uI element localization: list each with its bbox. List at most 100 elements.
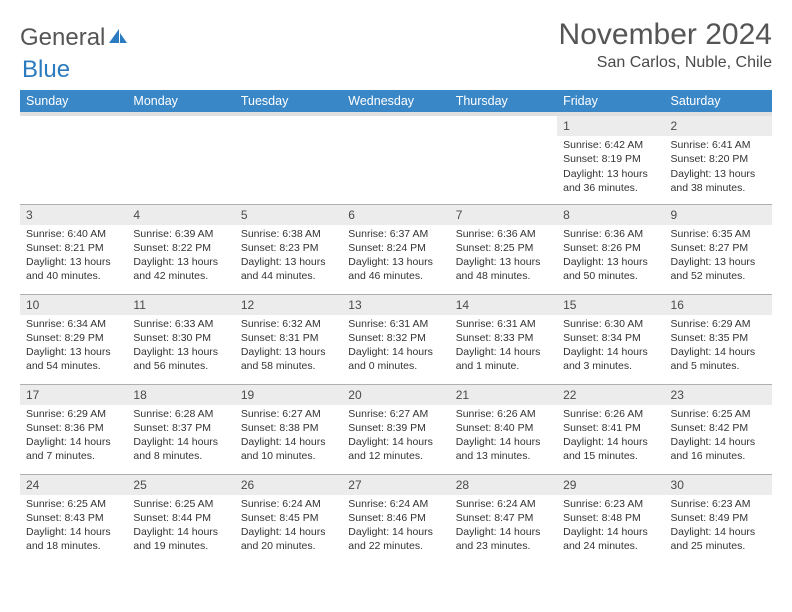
day-number: 8	[557, 205, 664, 225]
daylight-text: Daylight: 14 hours and 5 minutes.	[671, 345, 766, 373]
daylight-text: Daylight: 13 hours and 46 minutes.	[348, 255, 443, 283]
weekday-header-row: SundayMondayTuesdayWednesdayThursdayFrid…	[20, 90, 772, 114]
sunrise-text: Sunrise: 6:37 AM	[348, 227, 443, 241]
calendar-day-cell: 20Sunrise: 6:27 AMSunset: 8:39 PMDayligh…	[342, 384, 449, 474]
day-number: 12	[235, 295, 342, 315]
daylight-text: Daylight: 13 hours and 54 minutes.	[26, 345, 121, 373]
location-text: San Carlos, Nuble, Chile	[559, 54, 772, 72]
calendar-day-cell	[450, 114, 557, 204]
sunrise-text: Sunrise: 6:27 AM	[241, 407, 336, 421]
day-number: 21	[450, 385, 557, 405]
sunrise-text: Sunrise: 6:36 AM	[456, 227, 551, 241]
day-details: Sunrise: 6:27 AMSunset: 8:38 PMDaylight:…	[235, 405, 342, 468]
daylight-text: Daylight: 13 hours and 50 minutes.	[563, 255, 658, 283]
day-number: 27	[342, 475, 449, 495]
calendar-day-cell: 5Sunrise: 6:38 AMSunset: 8:23 PMDaylight…	[235, 204, 342, 294]
sunset-text: Sunset: 8:39 PM	[348, 421, 443, 435]
sunset-text: Sunset: 8:37 PM	[133, 421, 228, 435]
sunrise-text: Sunrise: 6:29 AM	[671, 317, 766, 331]
calendar-day-cell	[20, 114, 127, 204]
sunrise-text: Sunrise: 6:30 AM	[563, 317, 658, 331]
title-block: November 2024 San Carlos, Nuble, Chile	[559, 18, 772, 72]
sunrise-text: Sunrise: 6:38 AM	[241, 227, 336, 241]
sunset-text: Sunset: 8:49 PM	[671, 511, 766, 525]
daylight-text: Daylight: 13 hours and 52 minutes.	[671, 255, 766, 283]
daylight-text: Daylight: 14 hours and 24 minutes.	[563, 525, 658, 553]
day-details: Sunrise: 6:42 AMSunset: 8:19 PMDaylight:…	[557, 136, 664, 199]
day-number: 9	[665, 205, 772, 225]
weekday-header: Sunday	[20, 90, 127, 114]
day-number: 19	[235, 385, 342, 405]
day-number: 2	[665, 116, 772, 136]
day-details: Sunrise: 6:24 AMSunset: 8:47 PMDaylight:…	[450, 495, 557, 558]
daylight-text: Daylight: 14 hours and 16 minutes.	[671, 435, 766, 463]
sunset-text: Sunset: 8:19 PM	[563, 152, 658, 166]
calendar-day-cell: 15Sunrise: 6:30 AMSunset: 8:34 PMDayligh…	[557, 294, 664, 384]
day-details: Sunrise: 6:26 AMSunset: 8:40 PMDaylight:…	[450, 405, 557, 468]
weekday-header: Wednesday	[342, 90, 449, 114]
calendar-day-cell: 18Sunrise: 6:28 AMSunset: 8:37 PMDayligh…	[127, 384, 234, 474]
calendar-week-row: 1Sunrise: 6:42 AMSunset: 8:19 PMDaylight…	[20, 114, 772, 204]
daylight-text: Daylight: 14 hours and 15 minutes.	[563, 435, 658, 463]
day-details: Sunrise: 6:25 AMSunset: 8:42 PMDaylight:…	[665, 405, 772, 468]
calendar-day-cell: 8Sunrise: 6:36 AMSunset: 8:26 PMDaylight…	[557, 204, 664, 294]
sunset-text: Sunset: 8:27 PM	[671, 241, 766, 255]
day-details: Sunrise: 6:35 AMSunset: 8:27 PMDaylight:…	[665, 225, 772, 288]
sunrise-text: Sunrise: 6:31 AM	[456, 317, 551, 331]
sunset-text: Sunset: 8:20 PM	[671, 152, 766, 166]
daylight-text: Daylight: 14 hours and 19 minutes.	[133, 525, 228, 553]
daylight-text: Daylight: 14 hours and 0 minutes.	[348, 345, 443, 373]
daylight-text: Daylight: 14 hours and 8 minutes.	[133, 435, 228, 463]
day-details: Sunrise: 6:36 AMSunset: 8:26 PMDaylight:…	[557, 225, 664, 288]
day-details: Sunrise: 6:30 AMSunset: 8:34 PMDaylight:…	[557, 315, 664, 378]
day-number	[20, 116, 127, 136]
day-number: 13	[342, 295, 449, 315]
day-number: 10	[20, 295, 127, 315]
calendar-day-cell: 23Sunrise: 6:25 AMSunset: 8:42 PMDayligh…	[665, 384, 772, 474]
brand-logo: General	[20, 18, 129, 52]
calendar-day-cell	[235, 114, 342, 204]
calendar-day-cell: 28Sunrise: 6:24 AMSunset: 8:47 PMDayligh…	[450, 474, 557, 564]
daylight-text: Daylight: 13 hours and 58 minutes.	[241, 345, 336, 373]
sunset-text: Sunset: 8:34 PM	[563, 331, 658, 345]
brand-part1: General	[20, 24, 105, 52]
weekday-header: Thursday	[450, 90, 557, 114]
month-title: November 2024	[559, 18, 772, 52]
day-details: Sunrise: 6:29 AMSunset: 8:35 PMDaylight:…	[665, 315, 772, 378]
sunset-text: Sunset: 8:26 PM	[563, 241, 658, 255]
calendar-day-cell: 27Sunrise: 6:24 AMSunset: 8:46 PMDayligh…	[342, 474, 449, 564]
sunset-text: Sunset: 8:40 PM	[456, 421, 551, 435]
day-number: 22	[557, 385, 664, 405]
day-number	[235, 116, 342, 136]
sunrise-text: Sunrise: 6:25 AM	[671, 407, 766, 421]
calendar-day-cell: 2Sunrise: 6:41 AMSunset: 8:20 PMDaylight…	[665, 114, 772, 204]
day-number: 30	[665, 475, 772, 495]
daylight-text: Daylight: 13 hours and 40 minutes.	[26, 255, 121, 283]
daylight-text: Daylight: 14 hours and 23 minutes.	[456, 525, 551, 553]
day-details: Sunrise: 6:38 AMSunset: 8:23 PMDaylight:…	[235, 225, 342, 288]
sail-icon	[107, 24, 129, 52]
day-number: 1	[557, 116, 664, 136]
calendar-day-cell: 14Sunrise: 6:31 AMSunset: 8:33 PMDayligh…	[450, 294, 557, 384]
daylight-text: Daylight: 14 hours and 13 minutes.	[456, 435, 551, 463]
brand-part2: Blue	[22, 56, 70, 83]
weekday-header: Monday	[127, 90, 234, 114]
calendar-day-cell: 7Sunrise: 6:36 AMSunset: 8:25 PMDaylight…	[450, 204, 557, 294]
daylight-text: Daylight: 14 hours and 10 minutes.	[241, 435, 336, 463]
day-number: 7	[450, 205, 557, 225]
day-details: Sunrise: 6:31 AMSunset: 8:33 PMDaylight:…	[450, 315, 557, 378]
sunrise-text: Sunrise: 6:31 AM	[348, 317, 443, 331]
sunset-text: Sunset: 8:43 PM	[26, 511, 121, 525]
day-details: Sunrise: 6:23 AMSunset: 8:49 PMDaylight:…	[665, 495, 772, 558]
sunrise-text: Sunrise: 6:23 AM	[671, 497, 766, 511]
daylight-text: Daylight: 14 hours and 22 minutes.	[348, 525, 443, 553]
sunset-text: Sunset: 8:30 PM	[133, 331, 228, 345]
sunrise-text: Sunrise: 6:26 AM	[563, 407, 658, 421]
sunset-text: Sunset: 8:48 PM	[563, 511, 658, 525]
day-number: 4	[127, 205, 234, 225]
calendar-day-cell: 12Sunrise: 6:32 AMSunset: 8:31 PMDayligh…	[235, 294, 342, 384]
day-number	[450, 116, 557, 136]
day-details: Sunrise: 6:31 AMSunset: 8:32 PMDaylight:…	[342, 315, 449, 378]
sunrise-text: Sunrise: 6:24 AM	[241, 497, 336, 511]
calendar-body: 1Sunrise: 6:42 AMSunset: 8:19 PMDaylight…	[20, 114, 772, 564]
